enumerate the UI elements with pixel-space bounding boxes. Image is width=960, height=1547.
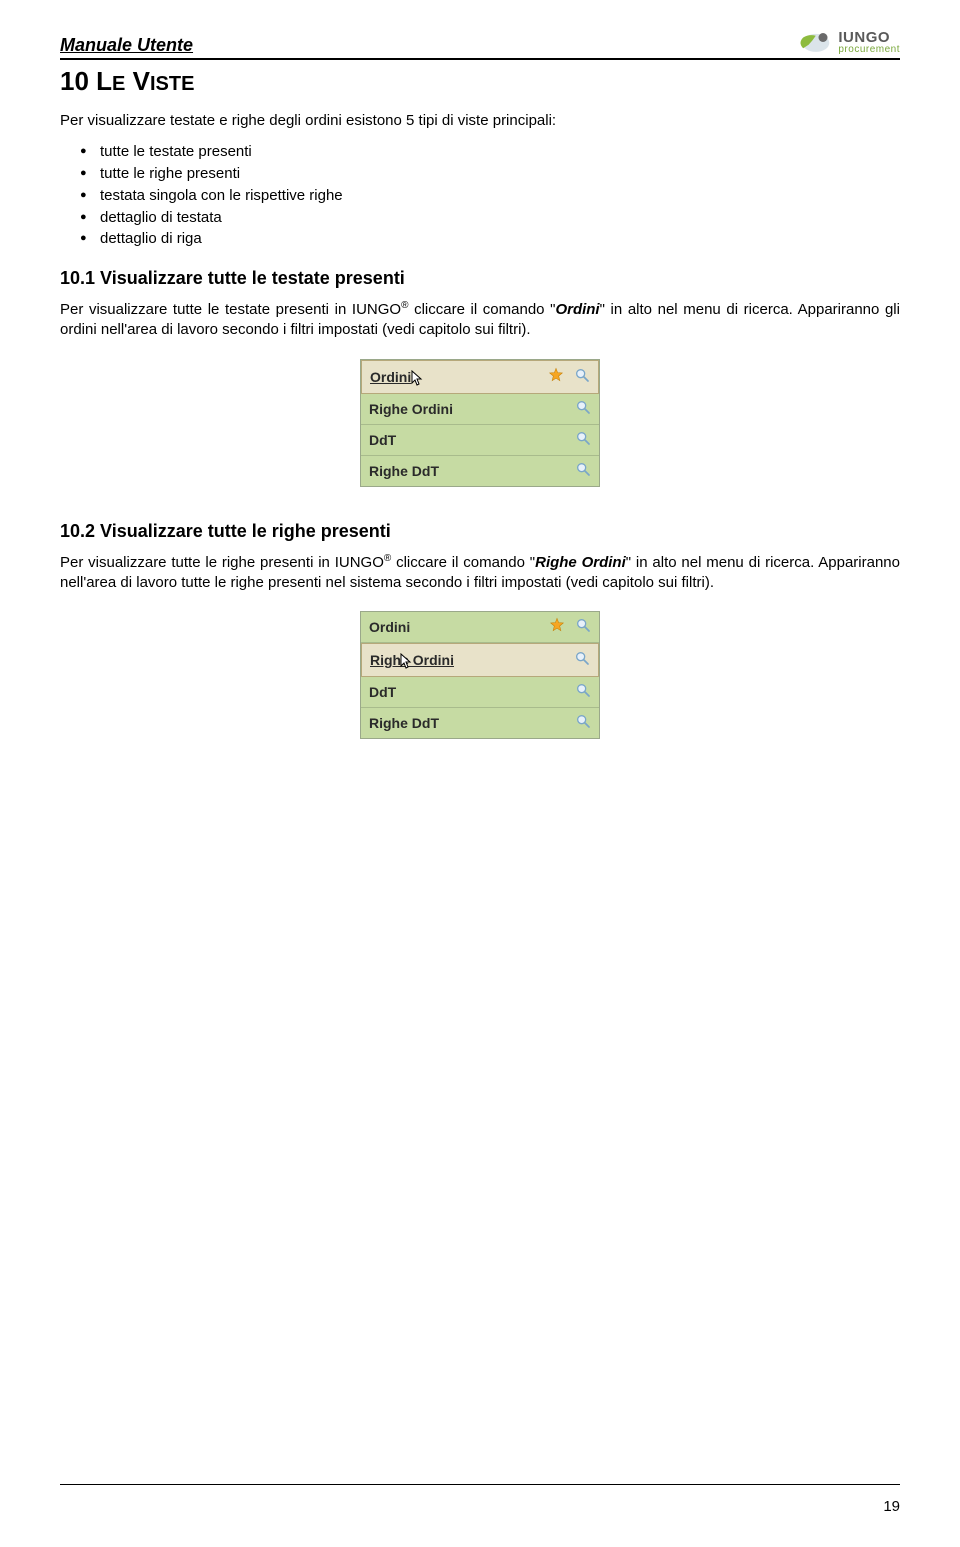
menu-item-label: DdT — [369, 684, 396, 700]
menu-item-label: Righe DdT — [369, 715, 439, 731]
cursor-icon — [411, 370, 425, 388]
section-intro: Per visualizzare testate e righe degli o… — [60, 111, 900, 131]
list-item: dettaglio di riga — [80, 228, 900, 250]
view-types-list: tutte le testate presenti tutte le righe… — [80, 141, 900, 250]
menu-item-ddt[interactable]: DdT — [361, 425, 599, 456]
menu-item-ordini[interactable]: Ordini — [361, 612, 599, 643]
menu-item-label: Righe Ordini — [369, 401, 453, 417]
page-header: Manuale Utente IUNGO procurement — [60, 28, 900, 60]
star-icon[interactable] — [549, 617, 565, 637]
page-number: 19 — [883, 1498, 900, 1515]
subsection-10-1-heading: 10.1 Visualizzare tutte le testate prese… — [60, 268, 900, 289]
menu-item-righe-ordini[interactable]: Righe Ordini — [361, 394, 599, 425]
list-item: tutte le righe presenti — [80, 163, 900, 185]
subsection-10-2-heading: 10.2 Visualizzare tutte le righe present… — [60, 521, 900, 542]
subsection-10-2-text: Per visualizzare tutte le righe presenti… — [60, 552, 900, 594]
menu-screenshot-1: Ordini Righe Ordini — [360, 359, 600, 487]
section-heading: 10 LE VISTE — [60, 66, 900, 97]
magnifier-icon[interactable] — [574, 367, 590, 387]
menu-item-righe-ddt[interactable]: Righe DdT — [361, 456, 599, 486]
logo-icon — [796, 28, 832, 56]
magnifier-icon[interactable] — [574, 650, 590, 670]
menu-item-ddt[interactable]: DdT — [361, 677, 599, 708]
menu-item-righe-ddt[interactable]: Righe DdT — [361, 708, 599, 738]
menu-item-ordini[interactable]: Ordini — [361, 360, 599, 394]
menu-screenshot-2: Ordini Righe Ordini — [360, 611, 600, 739]
logo-brand: IUNGO — [838, 30, 900, 45]
star-icon[interactable] — [548, 367, 564, 387]
magnifier-icon[interactable] — [575, 682, 591, 702]
manual-title: Manuale Utente — [60, 35, 193, 56]
magnifier-icon[interactable] — [575, 713, 591, 733]
menu-item-label: Ordini — [370, 369, 411, 385]
list-item: dettaglio di testata — [80, 207, 900, 229]
list-item: testata singola con le rispettive righe — [80, 185, 900, 207]
magnifier-icon[interactable] — [575, 617, 591, 637]
menu-item-label: Ordini — [369, 619, 410, 635]
menu-item-label: DdT — [369, 432, 396, 448]
subsection-10-1-text: Per visualizzare tutte le testate presen… — [60, 299, 900, 341]
section-title: LE VISTE — [96, 66, 194, 96]
section-number: 10 — [60, 66, 89, 96]
magnifier-icon[interactable] — [575, 399, 591, 419]
logo-subtitle: procurement — [838, 45, 900, 55]
cursor-icon — [400, 653, 414, 671]
menu-item-righe-ordini[interactable]: Righe Ordini — [361, 643, 599, 677]
list-item: tutte le testate presenti — [80, 141, 900, 163]
magnifier-icon[interactable] — [575, 461, 591, 481]
logo-text: IUNGO procurement — [838, 30, 900, 55]
footer-rule — [60, 1484, 900, 1485]
menu-item-label: Righe DdT — [369, 463, 439, 479]
logo: IUNGO procurement — [796, 28, 900, 56]
magnifier-icon[interactable] — [575, 430, 591, 450]
